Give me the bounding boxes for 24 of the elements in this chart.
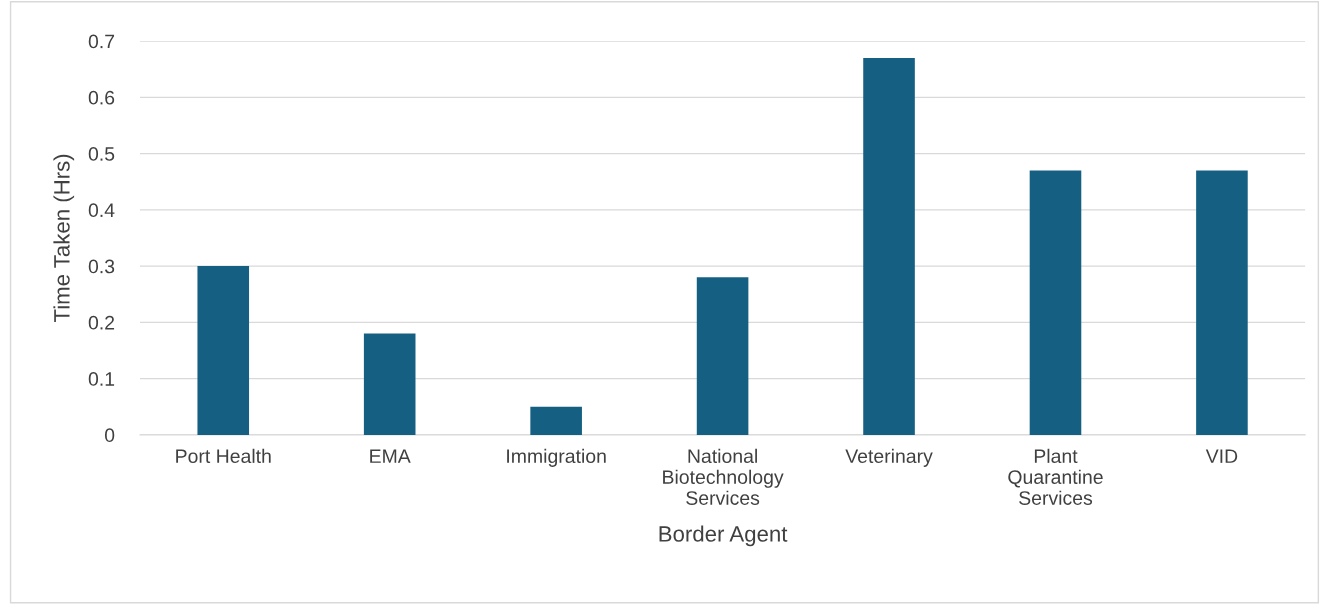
x-tick-label: EMA [370, 449, 411, 463]
x-tick-label: Plant Quarantine Services [1008, 448, 1103, 505]
y-tick-label: 0.6 [88, 90, 115, 105]
y-tick-label: 0.1 [88, 372, 115, 386]
y-tick-label: 0.5 [88, 147, 115, 161]
y-axis-title: Time Taken (Hrs) [53, 154, 75, 323]
bar [363, 333, 416, 435]
x-tick-label: Port Health [176, 448, 271, 464]
y-tick-label: 0 [104, 428, 115, 443]
y-tick-label: 0.4 [88, 203, 115, 218]
x-axis-title: Border Agent [659, 525, 788, 547]
bar [863, 57, 915, 435]
bar [530, 406, 582, 435]
bar [696, 277, 749, 435]
bar [1196, 170, 1248, 435]
x-tick-label: National Biotechnology Services [663, 448, 784, 505]
bar [1029, 170, 1082, 435]
x-tick-label: Veterinary [845, 448, 933, 467]
x-tick-label: Immigration [507, 448, 606, 467]
bar [197, 266, 250, 435]
x-tick-label: VID [1205, 449, 1238, 463]
y-tick-label: 0.2 [88, 315, 115, 330]
y-tick-label: 0.7 [88, 34, 115, 49]
y-tick-label: 0.3 [88, 259, 115, 274]
